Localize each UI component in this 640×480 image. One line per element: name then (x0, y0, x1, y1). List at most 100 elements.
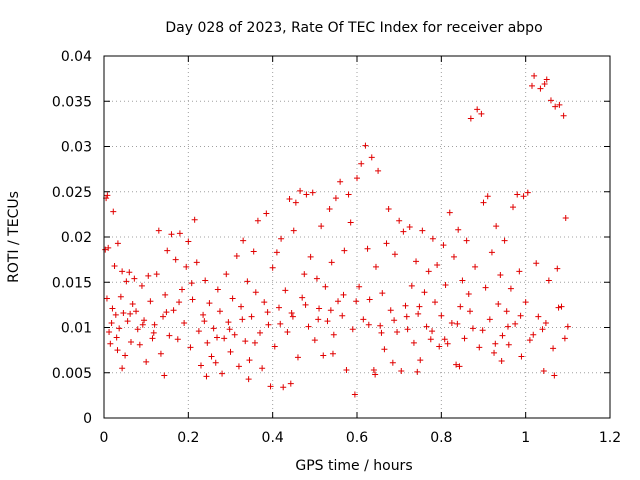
data-point (400, 228, 407, 235)
data-point (155, 227, 162, 234)
data-point (265, 321, 272, 328)
data-point (416, 303, 423, 310)
data-point (495, 300, 502, 307)
data-point (320, 352, 327, 359)
data-point (229, 295, 236, 302)
data-point (170, 307, 177, 314)
x-tick-label: 0.2 (177, 430, 199, 446)
x-tick-label: 1 (521, 430, 530, 446)
data-point (554, 265, 561, 272)
data-point (113, 334, 120, 341)
data-point (149, 335, 156, 342)
data-point (176, 230, 183, 237)
data-point (491, 349, 498, 356)
data-point (271, 343, 278, 350)
data-point (254, 217, 261, 224)
data-point (542, 319, 549, 326)
data-point (389, 359, 396, 366)
data-point (533, 260, 540, 267)
data-point (172, 256, 179, 263)
data-point (472, 263, 479, 270)
data-point (427, 336, 434, 343)
data-point (134, 326, 141, 333)
data-point (372, 371, 379, 378)
data-point (141, 317, 148, 324)
y-tick-label: 0.005 (52, 366, 92, 382)
data-point (503, 308, 510, 315)
data-point (181, 319, 188, 326)
data-point (259, 365, 266, 372)
data-point (168, 231, 175, 238)
y-tick-labels: 0 0.005 0.01 0.015 0.02 0.025 0.03 0.035 0.04 (52, 49, 92, 427)
data-point (501, 237, 508, 244)
data-point (349, 326, 356, 333)
data-point (381, 346, 388, 353)
data-point (396, 217, 403, 224)
x-tick-labels: 0 0.2 0.4 0.6 0.8 1 1.2 (100, 430, 622, 446)
data-point (368, 154, 375, 161)
data-point (512, 320, 519, 327)
data-point (160, 313, 167, 320)
data-point (421, 289, 428, 296)
data-point (484, 193, 491, 200)
data-point (442, 281, 449, 288)
data-point (455, 226, 462, 233)
data-point (510, 204, 517, 211)
data-point (195, 328, 202, 335)
data-point (119, 365, 126, 372)
data-point (526, 337, 533, 344)
data-point (151, 321, 158, 328)
data-point (166, 332, 173, 339)
data-point (394, 329, 401, 336)
data-point (504, 323, 511, 330)
data-point (479, 327, 486, 334)
y-tick-label: 0.02 (61, 230, 92, 246)
data-point (278, 235, 285, 242)
data-point (528, 82, 535, 89)
data-point (434, 262, 441, 269)
data-point (474, 106, 481, 113)
data-point (214, 286, 221, 293)
data-point (469, 325, 476, 332)
data-point (329, 350, 336, 357)
data-point (453, 361, 460, 368)
data-point (239, 316, 246, 323)
data-point (551, 372, 558, 379)
y-tick-label: 0 (83, 411, 92, 427)
data-point (358, 160, 365, 167)
data-point (303, 191, 310, 198)
chart-title: Day 028 of 2023, Rate Of TEC Index for r… (165, 20, 542, 36)
data-point (299, 294, 306, 301)
data-point (297, 187, 304, 194)
data-point (138, 282, 145, 289)
data-point (108, 319, 115, 326)
y-tick-label: 0.035 (52, 94, 92, 110)
data-point (174, 336, 181, 343)
data-point (269, 264, 276, 271)
data-point (231, 331, 238, 338)
data-points (102, 72, 571, 398)
data-point (327, 307, 334, 314)
data-point (103, 295, 110, 302)
data-point (292, 199, 299, 206)
data-point (478, 110, 485, 117)
data-point (387, 307, 394, 314)
data-point (273, 249, 280, 256)
data-point (457, 303, 464, 310)
data-point (193, 259, 200, 266)
data-point (183, 263, 190, 270)
data-point (116, 325, 123, 332)
data-point (206, 300, 213, 307)
data-point (486, 316, 493, 323)
data-point (446, 209, 453, 216)
data-point (429, 328, 436, 335)
data-point (332, 195, 339, 202)
data-point (560, 112, 567, 119)
data-point (226, 326, 233, 333)
data-point (221, 335, 228, 342)
data-point (107, 340, 114, 347)
data-point (340, 291, 347, 298)
data-point (520, 193, 527, 200)
data-point (561, 335, 568, 342)
data-point (517, 312, 524, 319)
